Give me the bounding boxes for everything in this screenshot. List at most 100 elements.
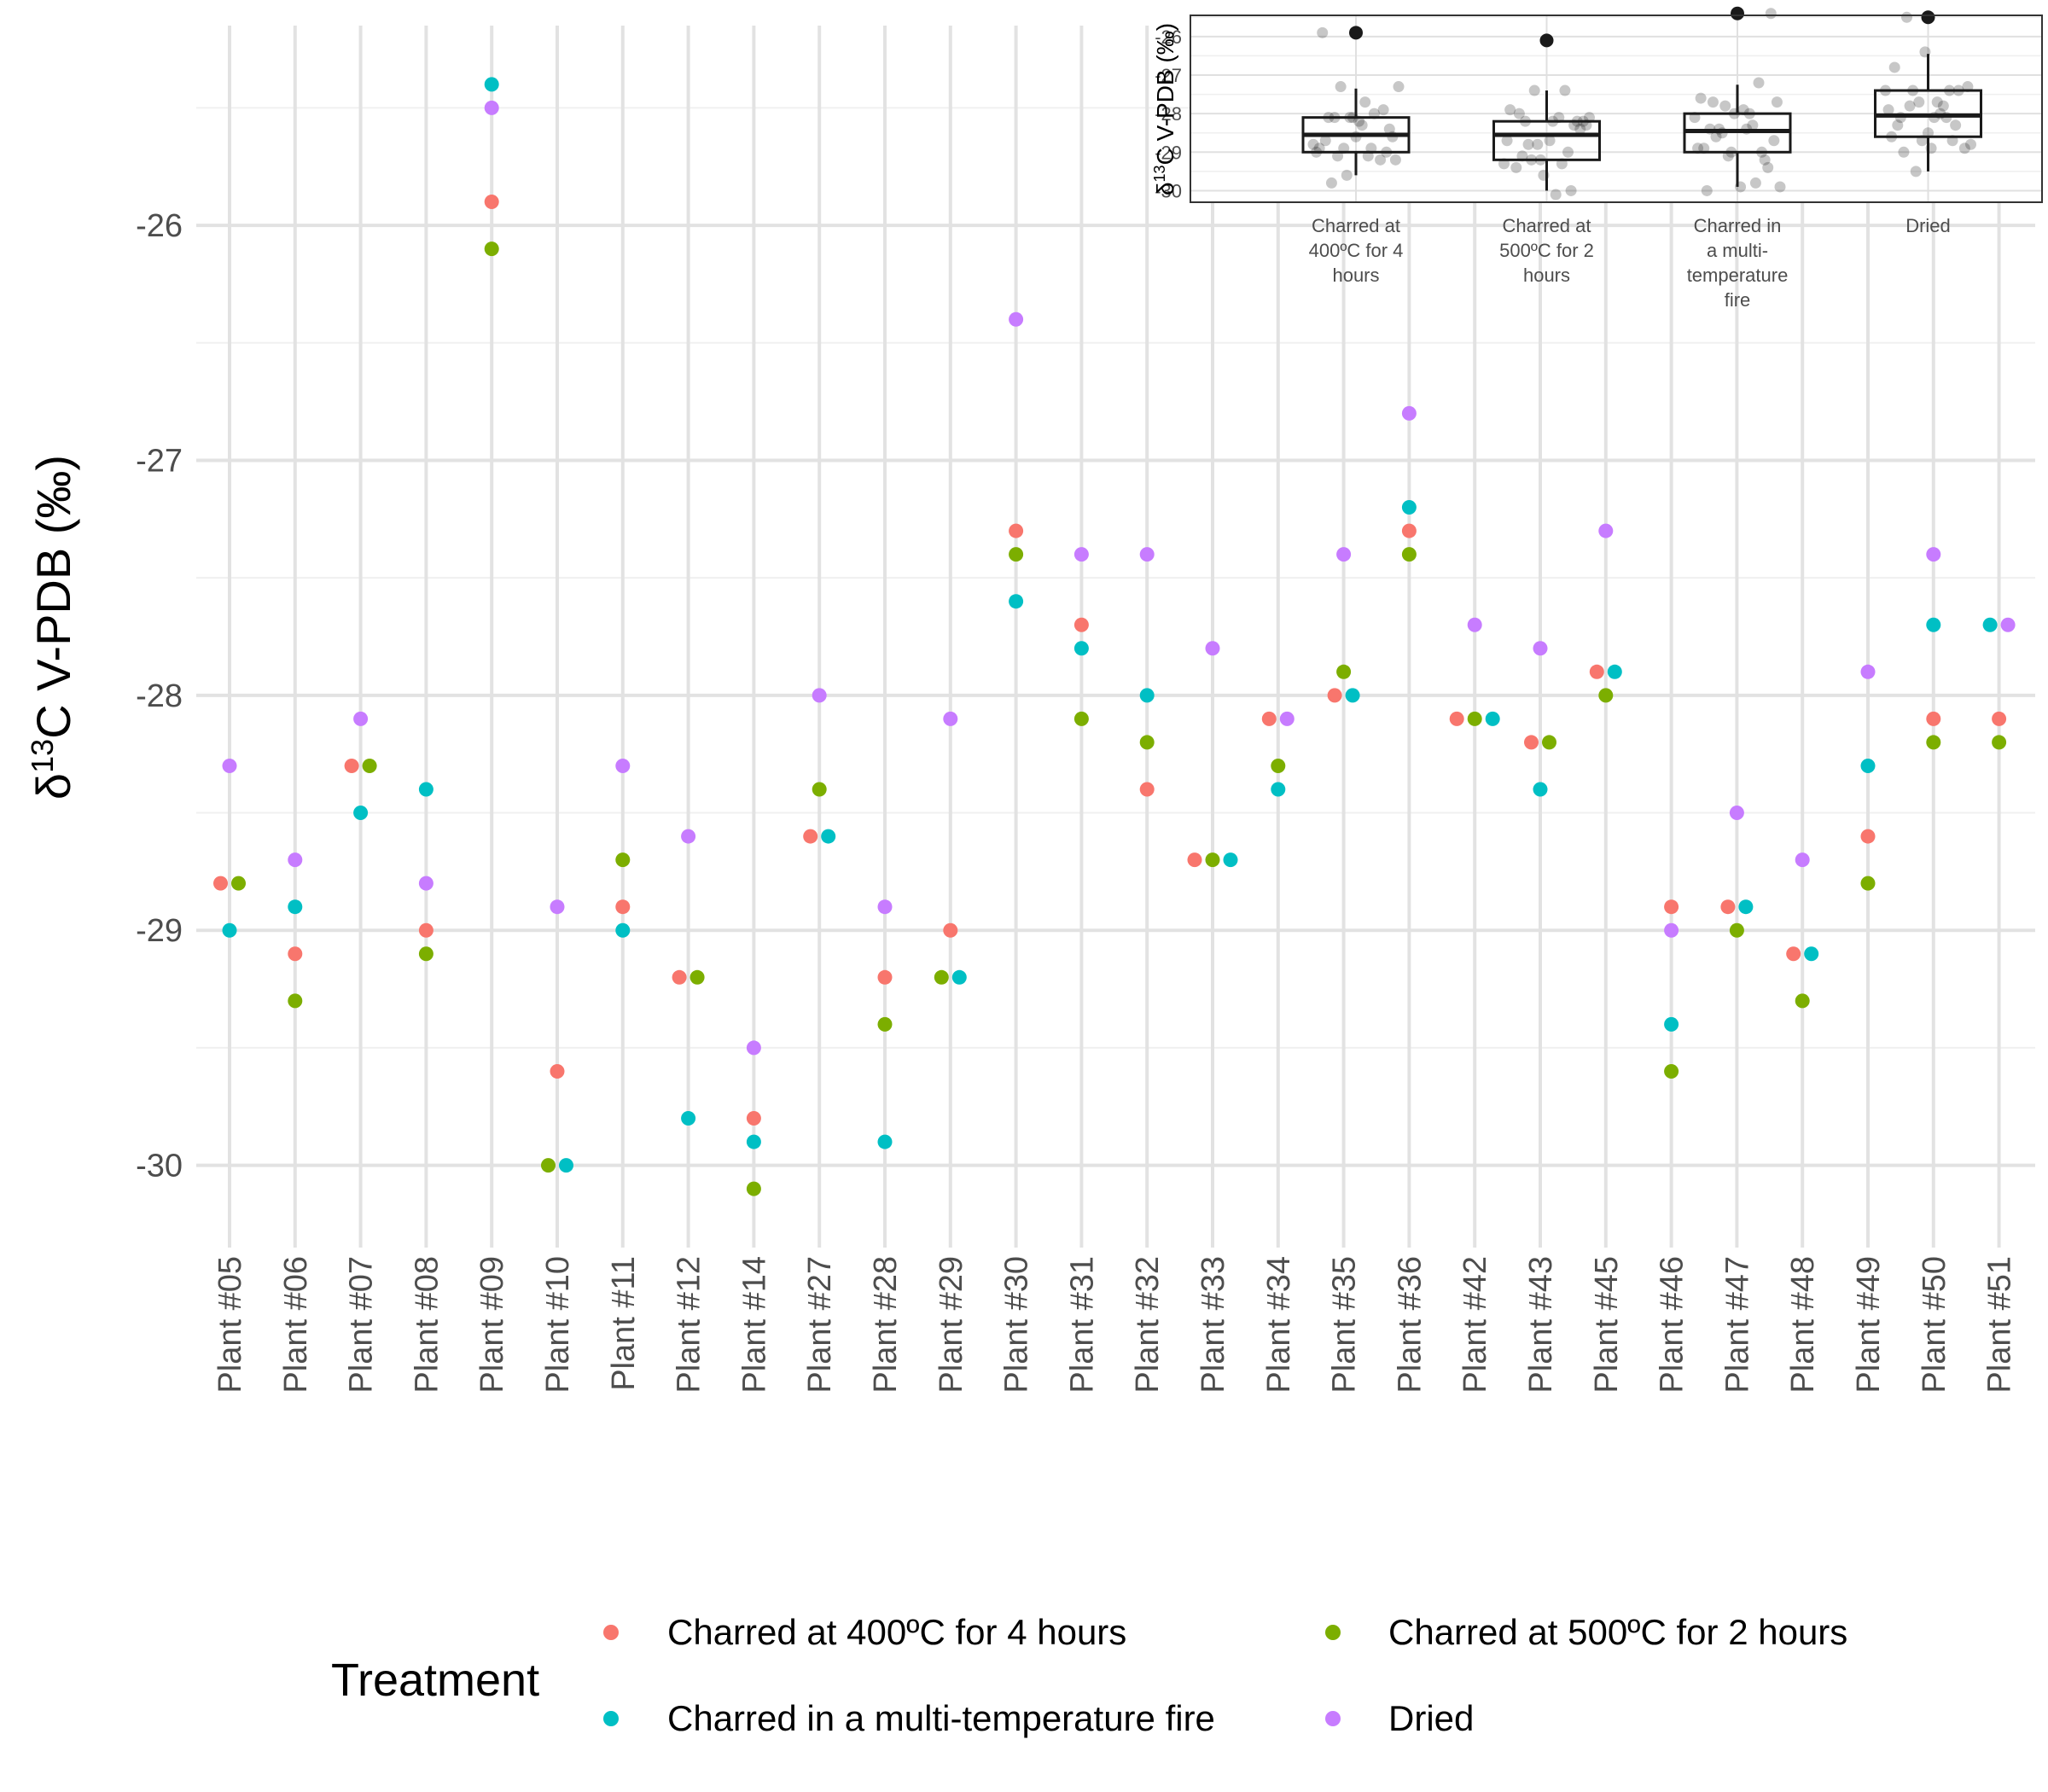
data-point [222, 758, 237, 773]
x-tick-label: Plant #06 [278, 1256, 314, 1393]
inset-jitter-point [1771, 96, 1783, 108]
data-point [1327, 688, 1342, 703]
x-tick-label: Plant #32 [1130, 1256, 1166, 1393]
x-tick-label: Plant #49 [1851, 1256, 1887, 1393]
inset-jitter-point [1325, 177, 1337, 189]
inset-y-tick-label: -30 [1155, 180, 1182, 201]
inset-jitter-point [1356, 119, 1368, 131]
data-point [681, 829, 696, 844]
data-point [362, 758, 377, 773]
data-point [484, 195, 499, 210]
inset-jitter-point [1574, 123, 1586, 135]
inset-x-tick-label: Charred at [1312, 215, 1400, 236]
data-point [1926, 547, 1941, 562]
x-tick-label: Plant #27 [802, 1256, 838, 1393]
data-point [672, 969, 687, 985]
main-y-tick-labels: -30 -29 -28 -27 -26 [136, 208, 183, 1184]
data-point [559, 1158, 573, 1173]
data-point [1860, 758, 1876, 773]
data-point [812, 782, 827, 797]
data-point [1073, 547, 1089, 562]
x-tick-label: Plant #35 [1327, 1256, 1363, 1393]
inset-boxes [1301, 6, 1982, 191]
data-point [1009, 523, 1024, 538]
data-point [1926, 617, 1941, 632]
legend-label: Dried [1388, 1698, 1474, 1738]
data-point [681, 1111, 696, 1126]
data-point [1401, 547, 1417, 562]
main-data-points [213, 77, 2016, 1196]
inset-jitter-point [1888, 61, 1900, 73]
x-tick-label: Plant #34 [1261, 1256, 1297, 1393]
inset-jitter-point [1719, 100, 1731, 112]
inset-jitter-point [1319, 135, 1331, 147]
inset-jitter-point [1901, 11, 1912, 23]
data-point [1992, 735, 2007, 750]
inset-jitter-point [1937, 100, 1949, 112]
data-point [1533, 641, 1548, 656]
data-point [1271, 758, 1286, 773]
inset-jitter-point [1501, 135, 1513, 147]
inset-jitter-point [1749, 177, 1761, 189]
data-point [1205, 852, 1220, 868]
main-y-axis-label: δ13C V-PDB (‰) [25, 455, 80, 800]
data-point [934, 969, 949, 985]
x-tick-label: Plant #10 [540, 1256, 576, 1393]
inset-jitter-point [1759, 154, 1771, 166]
inset-jitter-point [1565, 184, 1577, 196]
data-point [1009, 547, 1024, 562]
data-point [746, 1111, 761, 1126]
data-point [1345, 688, 1360, 703]
legend-key [1325, 1625, 1341, 1640]
inset-y-tick-labels: -30 -29 -28 -27 -26 [1155, 26, 1182, 202]
data-point [877, 1134, 893, 1149]
data-point [288, 899, 303, 915]
data-point [1664, 1016, 1679, 1032]
legend-title: Treatment [331, 1655, 539, 1706]
x-tick-label: Plant #51 [1982, 1256, 2018, 1393]
x-tick-label: Plant #28 [868, 1256, 904, 1393]
inset-x-tick-label: Charred at [1503, 215, 1591, 236]
inset-jitter-point [1550, 189, 1562, 201]
data-point [288, 993, 303, 1009]
data-point [1598, 688, 1614, 703]
data-point [1139, 688, 1155, 703]
inset-x-tick-label: Dried [1905, 215, 1951, 236]
data-point [1795, 993, 1810, 1009]
data-point [231, 876, 246, 891]
inset-jitter-point [1510, 161, 1522, 173]
data-point [615, 758, 631, 773]
x-tick-label: Plant #43 [1523, 1256, 1559, 1393]
inset-jitter-point [1904, 100, 1916, 112]
inset-jitter-point [1317, 26, 1329, 38]
inset-outlier [1921, 10, 1935, 25]
inset-jitter-point [1762, 161, 1774, 173]
legend: Treatment Charred at 400ºC for 4 hours Ch… [331, 1612, 1847, 1738]
legend-key [603, 1711, 619, 1726]
data-point [1720, 899, 1736, 915]
data-point [1223, 852, 1238, 868]
inset-jitter-point [1341, 169, 1353, 181]
x-tick-label: Plant #12 [672, 1256, 707, 1393]
data-point [1729, 922, 1744, 938]
data-point [344, 758, 359, 773]
data-point [1542, 735, 1556, 750]
inset-jitter-point [1747, 119, 1759, 131]
inset-y-tick-label: -26 [1155, 26, 1182, 48]
data-point [615, 899, 631, 915]
data-point [1992, 711, 2007, 726]
data-point [1795, 852, 1810, 868]
inset-jitter-point [1913, 96, 1925, 108]
data-point [1533, 782, 1548, 797]
data-point [1598, 523, 1614, 538]
x-tick-label: Plant #11 [606, 1256, 642, 1391]
data-point [1139, 782, 1155, 797]
data-point [353, 806, 369, 821]
data-point [746, 1181, 761, 1196]
data-point [288, 946, 303, 962]
data-point [1982, 617, 1998, 632]
inset-jitter-point [1307, 138, 1319, 150]
inset-jitter-point [1562, 146, 1574, 158]
data-point [877, 1016, 893, 1032]
